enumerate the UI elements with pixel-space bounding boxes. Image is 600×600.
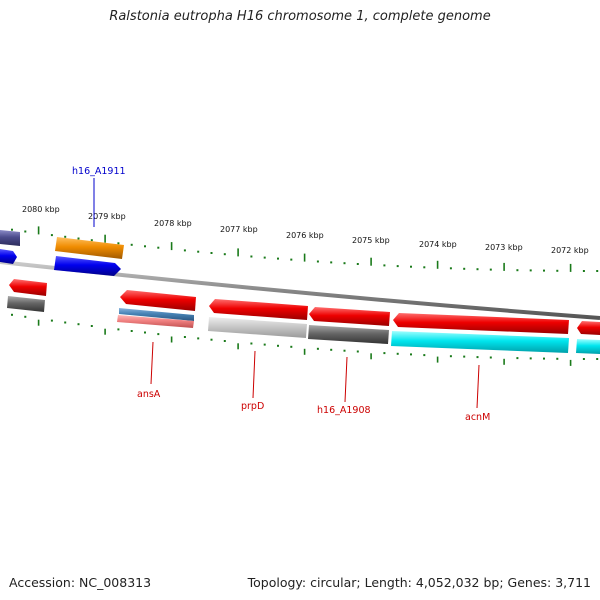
gene-feature-h16-A1908[interactable] bbox=[309, 307, 390, 326]
gene-label-acnM[interactable]: acnM bbox=[465, 412, 490, 423]
gene-label-h16-A1908[interactable]: h16_A1908 bbox=[317, 405, 371, 416]
genome-summary-text: Topology: circular; Length: 4,052,032 bp… bbox=[247, 575, 591, 590]
gene-feature-h16-A1911[interactable] bbox=[54, 256, 121, 276]
accession-text: Accession: NC_008313 bbox=[9, 575, 152, 590]
gene-feature-darkgray[interactable] bbox=[308, 325, 389, 344]
gene-feature-pink[interactable] bbox=[117, 315, 194, 328]
ruler-label: 2072 kbp bbox=[551, 246, 589, 255]
gene-feature-orange[interactable] bbox=[55, 237, 124, 259]
ruler-label: 2079 kbp bbox=[88, 212, 126, 221]
gene-feature-acnM[interactable] bbox=[393, 313, 569, 334]
gene-label-ansA[interactable]: ansA bbox=[137, 389, 161, 400]
gene-label-prpD[interactable]: prpD bbox=[241, 401, 264, 412]
gene-label-h16-A1911[interactable]: h16_A1911 bbox=[72, 166, 126, 177]
inner-tick-ruler bbox=[11, 313, 599, 366]
ruler-label: 2078 kbp bbox=[154, 219, 192, 228]
ruler-labels: 2080 kbp 2079 kbp 2078 kbp 2077 kbp 2076… bbox=[22, 205, 589, 255]
label-leader-lines bbox=[93, 178, 480, 409]
gene-feature-red[interactable] bbox=[9, 279, 47, 296]
gene-feature-prpD[interactable] bbox=[209, 299, 308, 320]
gene-labels: h16_A1911 ansA prpD h16_A1908 acnM bbox=[72, 166, 490, 423]
ruler-label: 2075 kbp bbox=[352, 236, 390, 245]
gene-feature-ansA[interactable] bbox=[120, 290, 196, 311]
ruler-label: 2080 kbp bbox=[22, 205, 60, 214]
outer-tick-ruler bbox=[11, 226, 599, 272]
ruler-label: 2074 kbp bbox=[419, 240, 457, 249]
gene-feature-steelblue[interactable] bbox=[119, 308, 194, 321]
ruler-label: 2073 kbp bbox=[485, 243, 523, 252]
reverse-strand-features bbox=[7, 279, 600, 354]
ruler-label: 2076 kbp bbox=[286, 231, 324, 240]
gene-feature-blue[interactable] bbox=[0, 249, 17, 264]
forward-strand-features bbox=[0, 230, 124, 276]
gene-feature-lightgray[interactable] bbox=[208, 317, 307, 338]
gene-feature-cyan-edge[interactable] bbox=[576, 339, 600, 354]
gene-feature-cyan[interactable] bbox=[391, 331, 569, 353]
ruler-label: 2077 kbp bbox=[220, 225, 258, 234]
gene-feature-red-edge[interactable] bbox=[577, 321, 600, 335]
gene-feature-slate[interactable] bbox=[0, 230, 20, 246]
map-title: Ralstonia eutropha H16 chromosome 1, com… bbox=[109, 9, 491, 24]
gene-feature-gray[interactable] bbox=[7, 296, 45, 312]
